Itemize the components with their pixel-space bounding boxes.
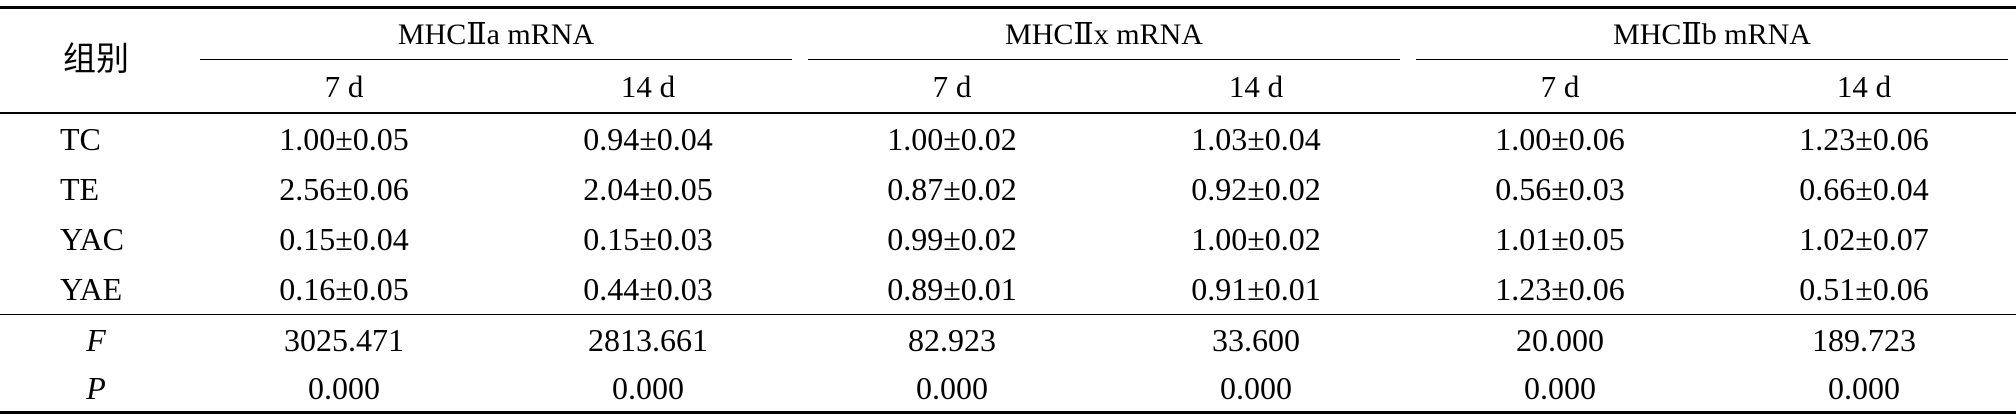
stat-value: 3025.471 <box>284 322 404 358</box>
table-row: YAC 0.15±0.04 0.15±0.03 0.99±0.02 1.00±0… <box>0 214 2016 264</box>
value-cell: 1.23±0.06 <box>1495 270 1625 307</box>
data-table: 组别 MHCⅡa mRNA MHCⅡx mRNA MHCⅡb mRNA 7 d … <box>0 6 2016 414</box>
value-cell: 2.04±0.05 <box>583 170 713 207</box>
value-cell: 0.94±0.04 <box>583 120 713 157</box>
group-header-mhc-iia: MHCⅡa mRNA <box>192 9 800 60</box>
bottom-rule <box>0 411 2016 414</box>
group-header-label: MHCⅡb mRNA <box>1416 9 2008 60</box>
value-cell: 2.56±0.06 <box>279 170 409 207</box>
value-cell: 1.02±0.07 <box>1799 220 1929 257</box>
stat-value: 0.000 <box>308 370 380 406</box>
stat-value: 0.000 <box>1524 370 1596 406</box>
value-cell: 0.51±0.06 <box>1799 270 1929 307</box>
stat-value: 189.723 <box>1812 322 1916 358</box>
subheader-14d: 14 d <box>1228 68 1284 104</box>
stub-header: 组别 <box>63 42 129 78</box>
value-cell: 0.91±0.01 <box>1191 270 1321 307</box>
value-cell: 1.00±0.02 <box>1191 220 1321 257</box>
stat-value: 82.923 <box>908 322 996 358</box>
table-header: 组别 MHCⅡa mRNA MHCⅡx mRNA MHCⅡb mRNA 7 d … <box>0 9 2016 112</box>
table-row: TC 1.00±0.05 0.94±0.04 1.00±0.02 1.03±0.… <box>0 114 2016 164</box>
value-cell: 0.44±0.03 <box>583 270 713 307</box>
row-label: TE <box>60 170 100 207</box>
value-cell: 0.16±0.05 <box>279 270 409 307</box>
value-cell: 1.00±0.06 <box>1495 120 1625 157</box>
table-row: TE 2.56±0.06 2.04±0.05 0.87±0.02 0.92±0.… <box>0 164 2016 214</box>
header-rule <box>0 112 2016 114</box>
subheader-7d: 7 d <box>1540 68 1580 104</box>
row-label: YAC <box>60 220 125 257</box>
subheader-14d: 14 d <box>1836 68 1892 104</box>
stat-row-f: F 3025.471 2813.661 82.923 33.600 20.000… <box>0 315 2016 365</box>
row-label: YAE <box>60 270 123 307</box>
stat-label: P <box>86 370 106 406</box>
value-cell: 0.66±0.04 <box>1799 170 1929 207</box>
value-cell: 0.92±0.02 <box>1191 170 1321 207</box>
value-cell: 0.89±0.01 <box>887 270 1017 307</box>
body-rule <box>0 313 2016 315</box>
value-cell: 1.23±0.06 <box>1799 120 1929 157</box>
group-header-label: MHCⅡx mRNA <box>808 9 1400 60</box>
value-cell: 1.01±0.05 <box>1495 220 1625 257</box>
table-row: YAE 0.16±0.05 0.44±0.03 0.89±0.01 0.91±0… <box>0 264 2016 314</box>
group-header-mhc-iix: MHCⅡx mRNA <box>800 9 1408 60</box>
value-cell: 0.56±0.03 <box>1495 170 1625 207</box>
value-cell: 0.15±0.03 <box>583 220 713 257</box>
stat-value: 0.000 <box>612 370 684 406</box>
stat-row-p: P 0.000 0.000 0.000 0.000 0.000 0.000 <box>0 365 2016 411</box>
top-rule <box>0 6 2016 9</box>
subheader-7d: 7 d <box>932 68 972 104</box>
row-label: TC <box>60 120 101 157</box>
value-cell: 0.99±0.02 <box>887 220 1017 257</box>
value-cell: 1.03±0.04 <box>1191 120 1321 157</box>
subheader-7d: 7 d <box>324 68 364 104</box>
stat-value: 0.000 <box>1220 370 1292 406</box>
group-header-mhc-iib: MHCⅡb mRNA <box>1408 9 2016 60</box>
stat-value: 0.000 <box>916 370 988 406</box>
stat-label: F <box>86 322 106 358</box>
stat-value: 33.600 <box>1212 322 1300 358</box>
stat-value: 0.000 <box>1828 370 1900 406</box>
subheader-14d: 14 d <box>620 68 676 104</box>
value-cell: 1.00±0.05 <box>279 120 409 157</box>
value-cell: 1.00±0.02 <box>887 120 1017 157</box>
group-header-label: MHCⅡa mRNA <box>200 9 792 60</box>
value-cell: 0.15±0.04 <box>279 220 409 257</box>
value-cell: 0.87±0.02 <box>887 170 1017 207</box>
stat-value: 20.000 <box>1516 322 1604 358</box>
stat-value: 2813.661 <box>588 322 708 358</box>
